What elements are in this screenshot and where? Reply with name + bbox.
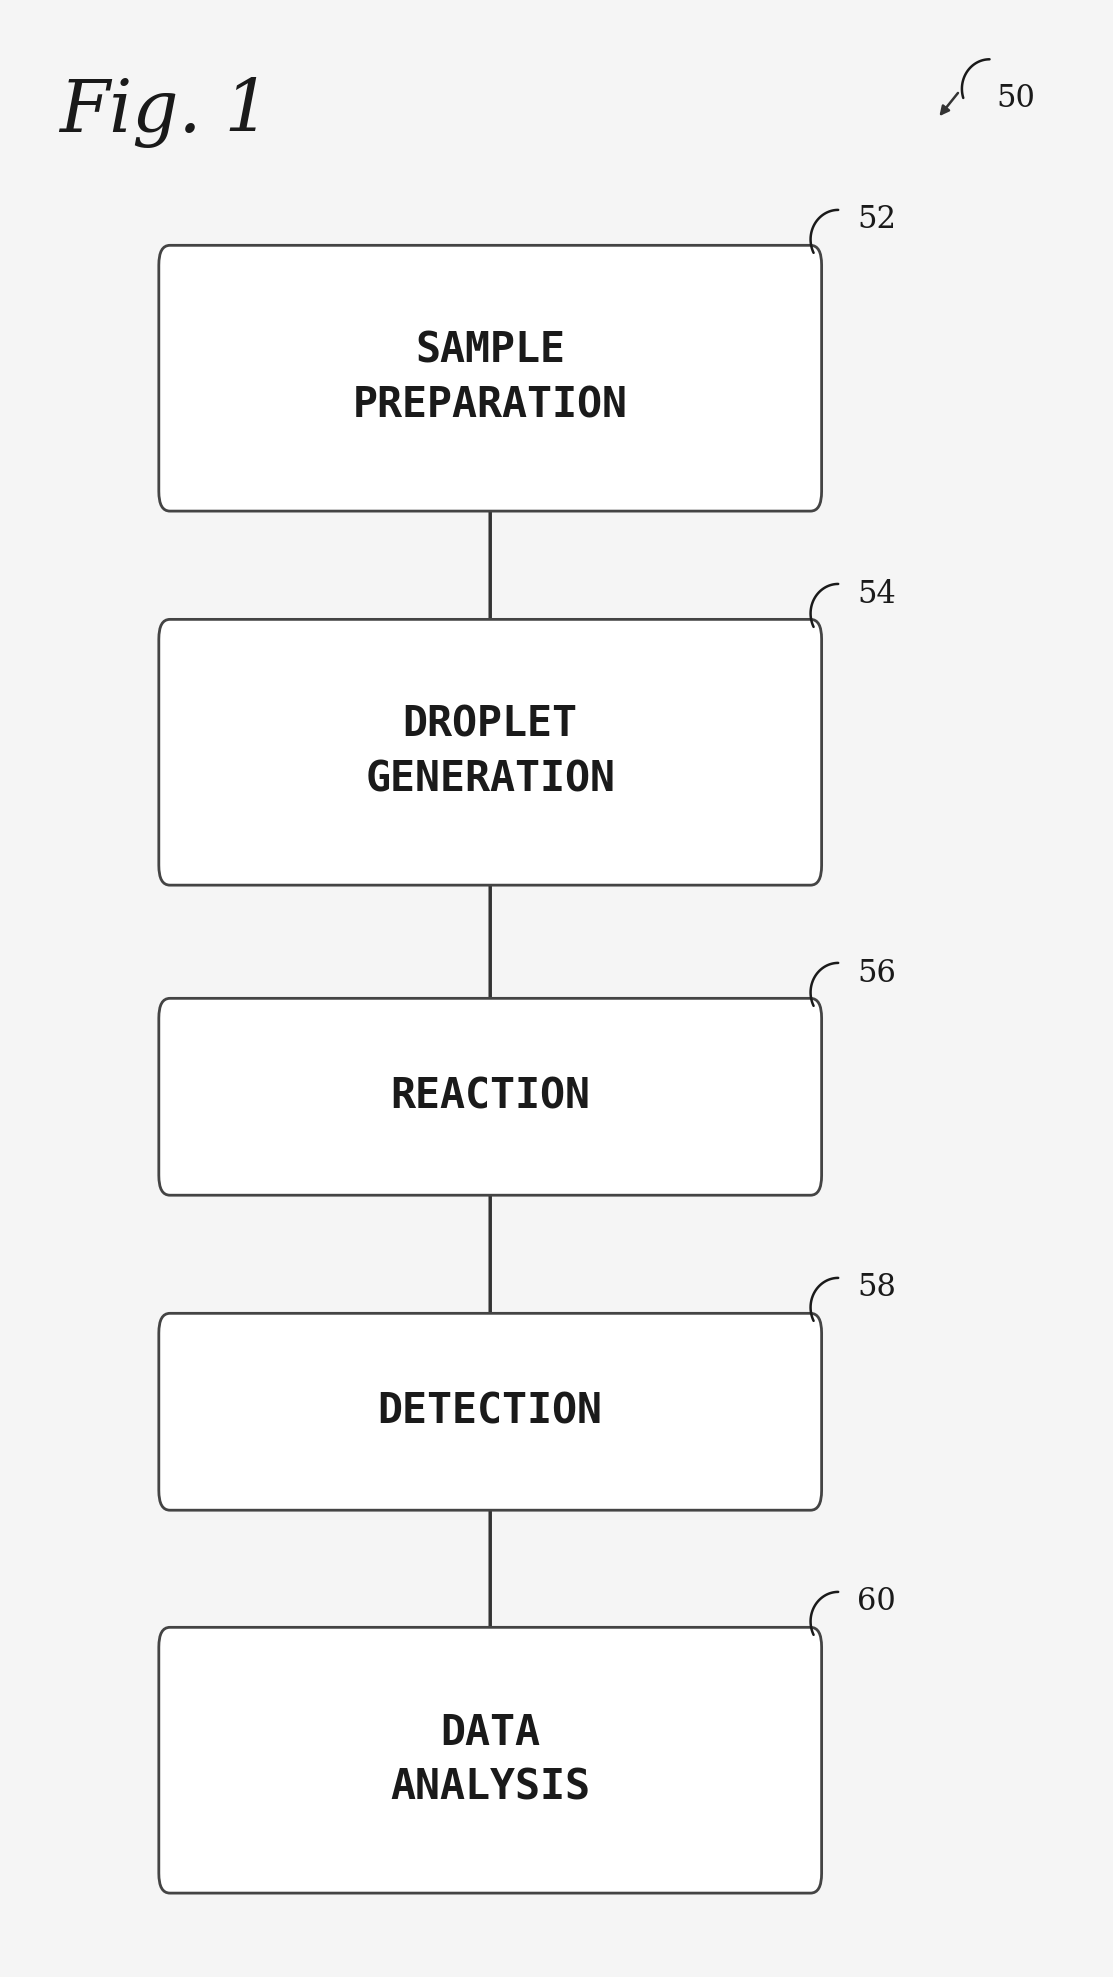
FancyBboxPatch shape (159, 998, 821, 1196)
FancyBboxPatch shape (159, 1313, 821, 1510)
Text: 50: 50 (996, 83, 1035, 115)
Text: 60: 60 (857, 1586, 896, 1617)
FancyBboxPatch shape (159, 1627, 821, 1894)
Text: 54: 54 (857, 579, 896, 609)
Text: 52: 52 (857, 204, 896, 235)
Text: DATA
ANALYSIS: DATA ANALYSIS (391, 1712, 590, 1809)
Text: 56: 56 (857, 957, 896, 988)
Text: DROPLET
GENERATION: DROPLET GENERATION (365, 704, 615, 801)
FancyBboxPatch shape (159, 245, 821, 512)
FancyBboxPatch shape (159, 619, 821, 886)
Text: DETECTION: DETECTION (377, 1390, 603, 1433)
Text: Fig. 1: Fig. 1 (59, 77, 270, 148)
Text: 58: 58 (857, 1273, 896, 1303)
Text: REACTION: REACTION (391, 1075, 590, 1117)
Text: SAMPLE
PREPARATION: SAMPLE PREPARATION (353, 330, 628, 427)
